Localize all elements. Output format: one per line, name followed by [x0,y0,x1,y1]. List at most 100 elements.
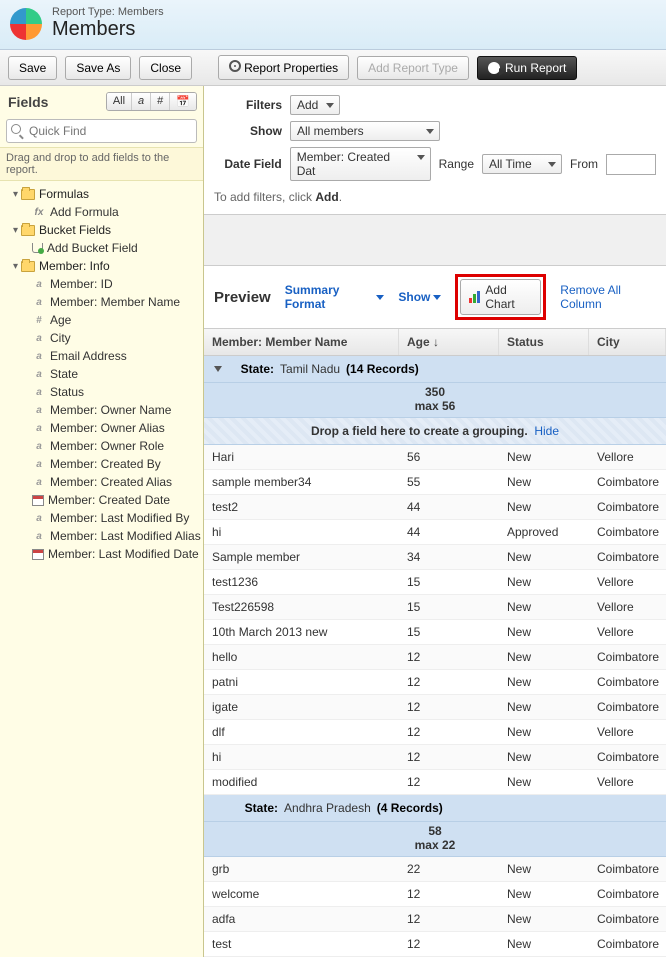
date-field-icon [32,549,44,560]
tree-field[interactable]: aMember: Last Modified By [4,509,203,527]
expand-icon[interactable]: ▾ [10,189,21,200]
group-summary: 350max 56 [204,383,666,418]
tree-field[interactable]: aMember: ID [4,275,203,293]
cell-age: 12 [399,670,499,694]
filters-add-dropdown[interactable]: Add [290,95,340,115]
group-summary: 58max 22 [204,822,666,857]
table-row[interactable]: dlf12NewVellore [204,720,666,745]
col-status[interactable]: Status [499,329,589,355]
tree-field[interactable]: fxAdd Formula [4,203,203,221]
add-report-type-button[interactable]: Add Report Type [357,56,469,80]
cell-age: 55 [399,470,499,494]
field-label: Member: Member Name [50,295,180,309]
tree-field[interactable]: aState [4,365,203,383]
table-row[interactable]: hello12NewCoimbatore [204,645,666,670]
preview-grid: Member: Member Name Age ↓ Status City St… [204,329,666,957]
cell-status: New [499,545,589,569]
table-row[interactable]: modified12NewVellore [204,770,666,795]
cell-city: Vellore [589,620,666,644]
table-row[interactable]: test12NewCoimbatore [204,932,666,957]
table-row[interactable]: adfa12NewCoimbatore [204,907,666,932]
close-button[interactable]: Close [139,56,192,80]
col-age[interactable]: Age ↓ [399,329,499,355]
col-city[interactable]: City [589,329,666,355]
range-dropdown[interactable]: All Time [482,154,562,174]
text-field-icon: a [32,404,46,416]
table-row[interactable]: Sample member34NewCoimbatore [204,545,666,570]
group-header[interactable]: State: Andhra Pradesh (4 Records) [204,795,666,822]
report-properties-button[interactable]: Report Properties [218,55,349,80]
toggle-number[interactable]: # [150,93,169,110]
toggle-all[interactable]: All [107,93,131,110]
tree-field[interactable]: Member: Created Date [4,491,203,509]
table-row[interactable]: test244NewCoimbatore [204,495,666,520]
table-row[interactable]: Hari56NewVellore [204,445,666,470]
show-dropdown[interactable]: All members [290,121,440,141]
text-field-icon: a [32,296,46,308]
play-icon [488,62,500,74]
expand-icon[interactable]: ▾ [10,225,21,236]
group-header[interactable]: State: Tamil Nadu (14 Records) [204,356,666,383]
app-logo-icon [10,8,42,40]
formula-icon: fx [32,206,46,218]
tree-field[interactable]: aEmail Address [4,347,203,365]
tree-field[interactable]: Add Bucket Field [4,239,203,257]
grouping-drop-zone[interactable]: Drop a field here to create a grouping. … [204,418,666,445]
show-dropdown-preview[interactable]: Show [398,290,441,304]
fields-heading: Fields [8,94,48,110]
save-button[interactable]: Save [8,56,57,80]
tree-field[interactable]: aMember: Owner Alias [4,419,203,437]
table-row[interactable]: patni12NewCoimbatore [204,670,666,695]
tree-field[interactable]: aMember: Owner Role [4,437,203,455]
table-row[interactable]: hi44ApprovedCoimbatore [204,520,666,545]
cell-name: hi [204,520,399,544]
tree-folder[interactable]: ▾Bucket Fields [4,221,203,239]
table-row[interactable]: Test22659815NewVellore [204,595,666,620]
add-chart-button[interactable]: Add Chart [460,279,541,315]
quick-find-input[interactable] [6,119,197,143]
collapse-icon[interactable] [214,366,222,372]
tree-field[interactable]: Member: Last Modified Date [4,545,203,563]
toggle-date[interactable]: 📅 [169,93,196,110]
tree-field[interactable]: aMember: Last Modified Alias [4,527,203,545]
toggle-text[interactable]: a [131,93,150,110]
remove-all-columns-link[interactable]: Remove All Column [560,283,656,311]
tree-field[interactable]: a Member: Member Name [4,293,203,311]
from-input[interactable] [606,154,656,175]
tree-field[interactable]: aCity [4,329,203,347]
col-member-name[interactable]: Member: Member Name [204,329,399,355]
cell-age: 12 [399,745,499,769]
field-label: Add Bucket Field [47,241,138,255]
tree-folder[interactable]: ▾Member: Info [4,257,203,275]
run-report-button[interactable]: Run Report [477,56,577,80]
summary-format-dropdown[interactable]: Summary Format [285,283,385,311]
cell-name: adfa [204,907,399,931]
table-row[interactable]: grb22NewCoimbatore [204,857,666,882]
grid-header: Member: Member Name Age ↓ Status City [204,329,666,356]
tree-field[interactable]: aMember: Created By [4,455,203,473]
cell-age: 12 [399,882,499,906]
tree-field[interactable]: aStatus [4,383,203,401]
table-row[interactable]: 10th March 2013 new15NewVellore [204,620,666,645]
tree-field[interactable]: aMember: Owner Name [4,401,203,419]
cell-city: Coimbatore [589,932,666,956]
table-row[interactable]: sample member3455NewCoimbatore [204,470,666,495]
text-field-icon: a [32,476,46,488]
cell-city: Coimbatore [589,695,666,719]
tree-field[interactable]: #Age [4,311,203,329]
field-label: Member: ID [50,277,113,291]
table-row[interactable]: test123615NewVellore [204,570,666,595]
expand-icon[interactable]: ▾ [10,261,21,272]
table-row[interactable]: welcome12NewCoimbatore [204,882,666,907]
drag-drop-hint: Drag and drop to add fields to the repor… [0,147,203,181]
preview-toolbar: Preview Summary Format Show Add Chart Re… [204,265,666,329]
tree-folder[interactable]: ▾Formulas [4,185,203,203]
table-row[interactable]: hi12NewCoimbatore [204,745,666,770]
table-row[interactable]: igate12NewCoimbatore [204,695,666,720]
save-as-button[interactable]: Save As [65,56,131,80]
cell-age: 12 [399,645,499,669]
hide-link[interactable]: Hide [534,424,559,438]
field-label: Member: Created Date [48,493,170,507]
date-field-dropdown[interactable]: Member: Created Dat [290,147,431,181]
tree-field[interactable]: aMember: Created Alias [4,473,203,491]
